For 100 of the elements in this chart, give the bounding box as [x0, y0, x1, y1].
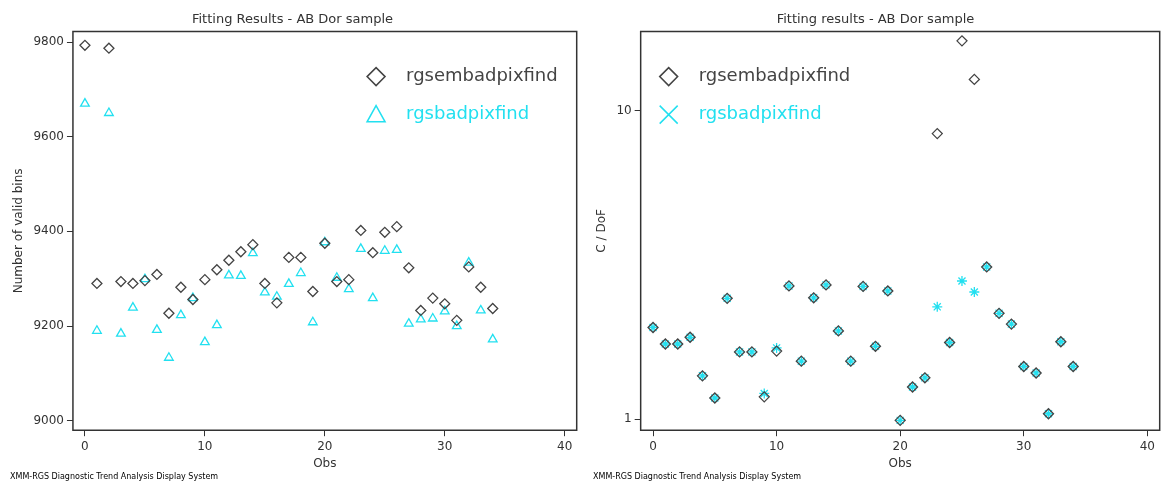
- text: XMM-RGS Diagnostic Trend Analysis Display System: [10, 472, 219, 482]
- point: [439, 305, 450, 315]
- point: [175, 309, 186, 319]
- y-tick-label: 9400: [33, 223, 64, 238]
- point: [415, 313, 426, 323]
- point: [343, 274, 355, 286]
- point: [956, 35, 968, 47]
- point: [331, 275, 343, 288]
- point: [391, 220, 403, 233]
- point: [391, 244, 402, 253]
- point: [451, 320, 462, 330]
- point: [931, 301, 943, 313]
- point: [235, 246, 247, 258]
- point: [199, 274, 211, 286]
- point: [223, 269, 234, 279]
- point: [355, 243, 366, 253]
- point: [295, 251, 307, 264]
- y-tick-label: 9800: [33, 34, 64, 49]
- x-axis-title: Obs: [313, 455, 337, 470]
- point: [259, 286, 270, 296]
- x-tick-label: 30: [437, 438, 453, 453]
- point: [367, 247, 379, 259]
- x-axis-title: Obs: [888, 455, 912, 470]
- y-axis-title: Number of valid bins: [11, 168, 26, 294]
- point: [139, 273, 150, 283]
- point: [271, 291, 282, 300]
- x-tick-label: 10: [197, 438, 213, 453]
- x-tick-label: 0: [649, 438, 657, 453]
- x-tick-label: 20: [317, 438, 333, 453]
- y-axis-title: C / DoF: [594, 209, 609, 253]
- point: [259, 277, 271, 290]
- point: [115, 327, 126, 337]
- text: XMM-RGS Diagnostic Trend Analysis Display System: [593, 472, 802, 482]
- point: [91, 277, 103, 290]
- point: [295, 267, 306, 277]
- point: [79, 97, 90, 107]
- point: [211, 264, 223, 276]
- point: [271, 297, 283, 309]
- point: [415, 304, 427, 317]
- point: [758, 391, 770, 403]
- point: [139, 274, 151, 287]
- point: [283, 251, 295, 264]
- point: [235, 270, 246, 280]
- point: [115, 275, 127, 288]
- point: [379, 245, 390, 254]
- point: [968, 73, 980, 86]
- x-tick-label: 10: [768, 438, 785, 453]
- point: [968, 286, 980, 298]
- chart-title: Fitting Results - AB Dor sample: [191, 11, 394, 27]
- point: [211, 319, 222, 329]
- legend-label: rgsembadpixfind: [406, 64, 558, 86]
- point: [379, 226, 391, 238]
- point: [463, 261, 475, 273]
- point: [403, 262, 415, 274]
- x-tick-label: 20: [892, 438, 908, 453]
- point: [487, 302, 499, 315]
- point: [463, 256, 474, 266]
- point: [355, 224, 367, 237]
- point: [956, 275, 968, 287]
- point: [103, 107, 114, 117]
- x-tick-label: 40: [557, 438, 573, 453]
- y-tick-label: 1: [624, 411, 632, 426]
- point: [475, 281, 487, 293]
- point: [175, 281, 187, 293]
- point: [151, 324, 162, 333]
- point: [427, 312, 438, 322]
- point: [79, 39, 91, 51]
- point: [439, 298, 451, 310]
- point: [307, 285, 319, 298]
- point: [187, 293, 199, 306]
- chart-title: Fitting results - AB Dor sample: [776, 11, 975, 27]
- x-tick-label: 30: [1016, 438, 1032, 453]
- y-tick-label: 9600: [33, 128, 64, 143]
- point: [307, 316, 318, 326]
- x-tick-label: 40: [1139, 438, 1155, 453]
- point: [199, 336, 210, 346]
- x-tick-label: 0: [81, 438, 89, 453]
- legend-label: rgsembadpixfind: [698, 64, 851, 86]
- point: [247, 247, 258, 257]
- point: [223, 254, 235, 266]
- point: [283, 278, 294, 288]
- point: [127, 301, 138, 311]
- point: [331, 272, 342, 281]
- point: [367, 292, 378, 302]
- point: [343, 283, 354, 293]
- point: [931, 127, 943, 140]
- point: [163, 352, 174, 361]
- point: [247, 238, 259, 251]
- y-tick-label: 9000: [33, 412, 64, 427]
- legend-label: rgsbadpixfind: [698, 102, 822, 124]
- y-tick-label: 9200: [33, 318, 64, 333]
- point: [91, 325, 102, 334]
- legend-label: rgsbadpixfind: [406, 102, 530, 124]
- point: [403, 318, 414, 327]
- point: [427, 292, 439, 304]
- point: [127, 277, 139, 290]
- point: [187, 292, 198, 302]
- point: [451, 314, 463, 327]
- point: [163, 307, 175, 319]
- point: [475, 304, 486, 314]
